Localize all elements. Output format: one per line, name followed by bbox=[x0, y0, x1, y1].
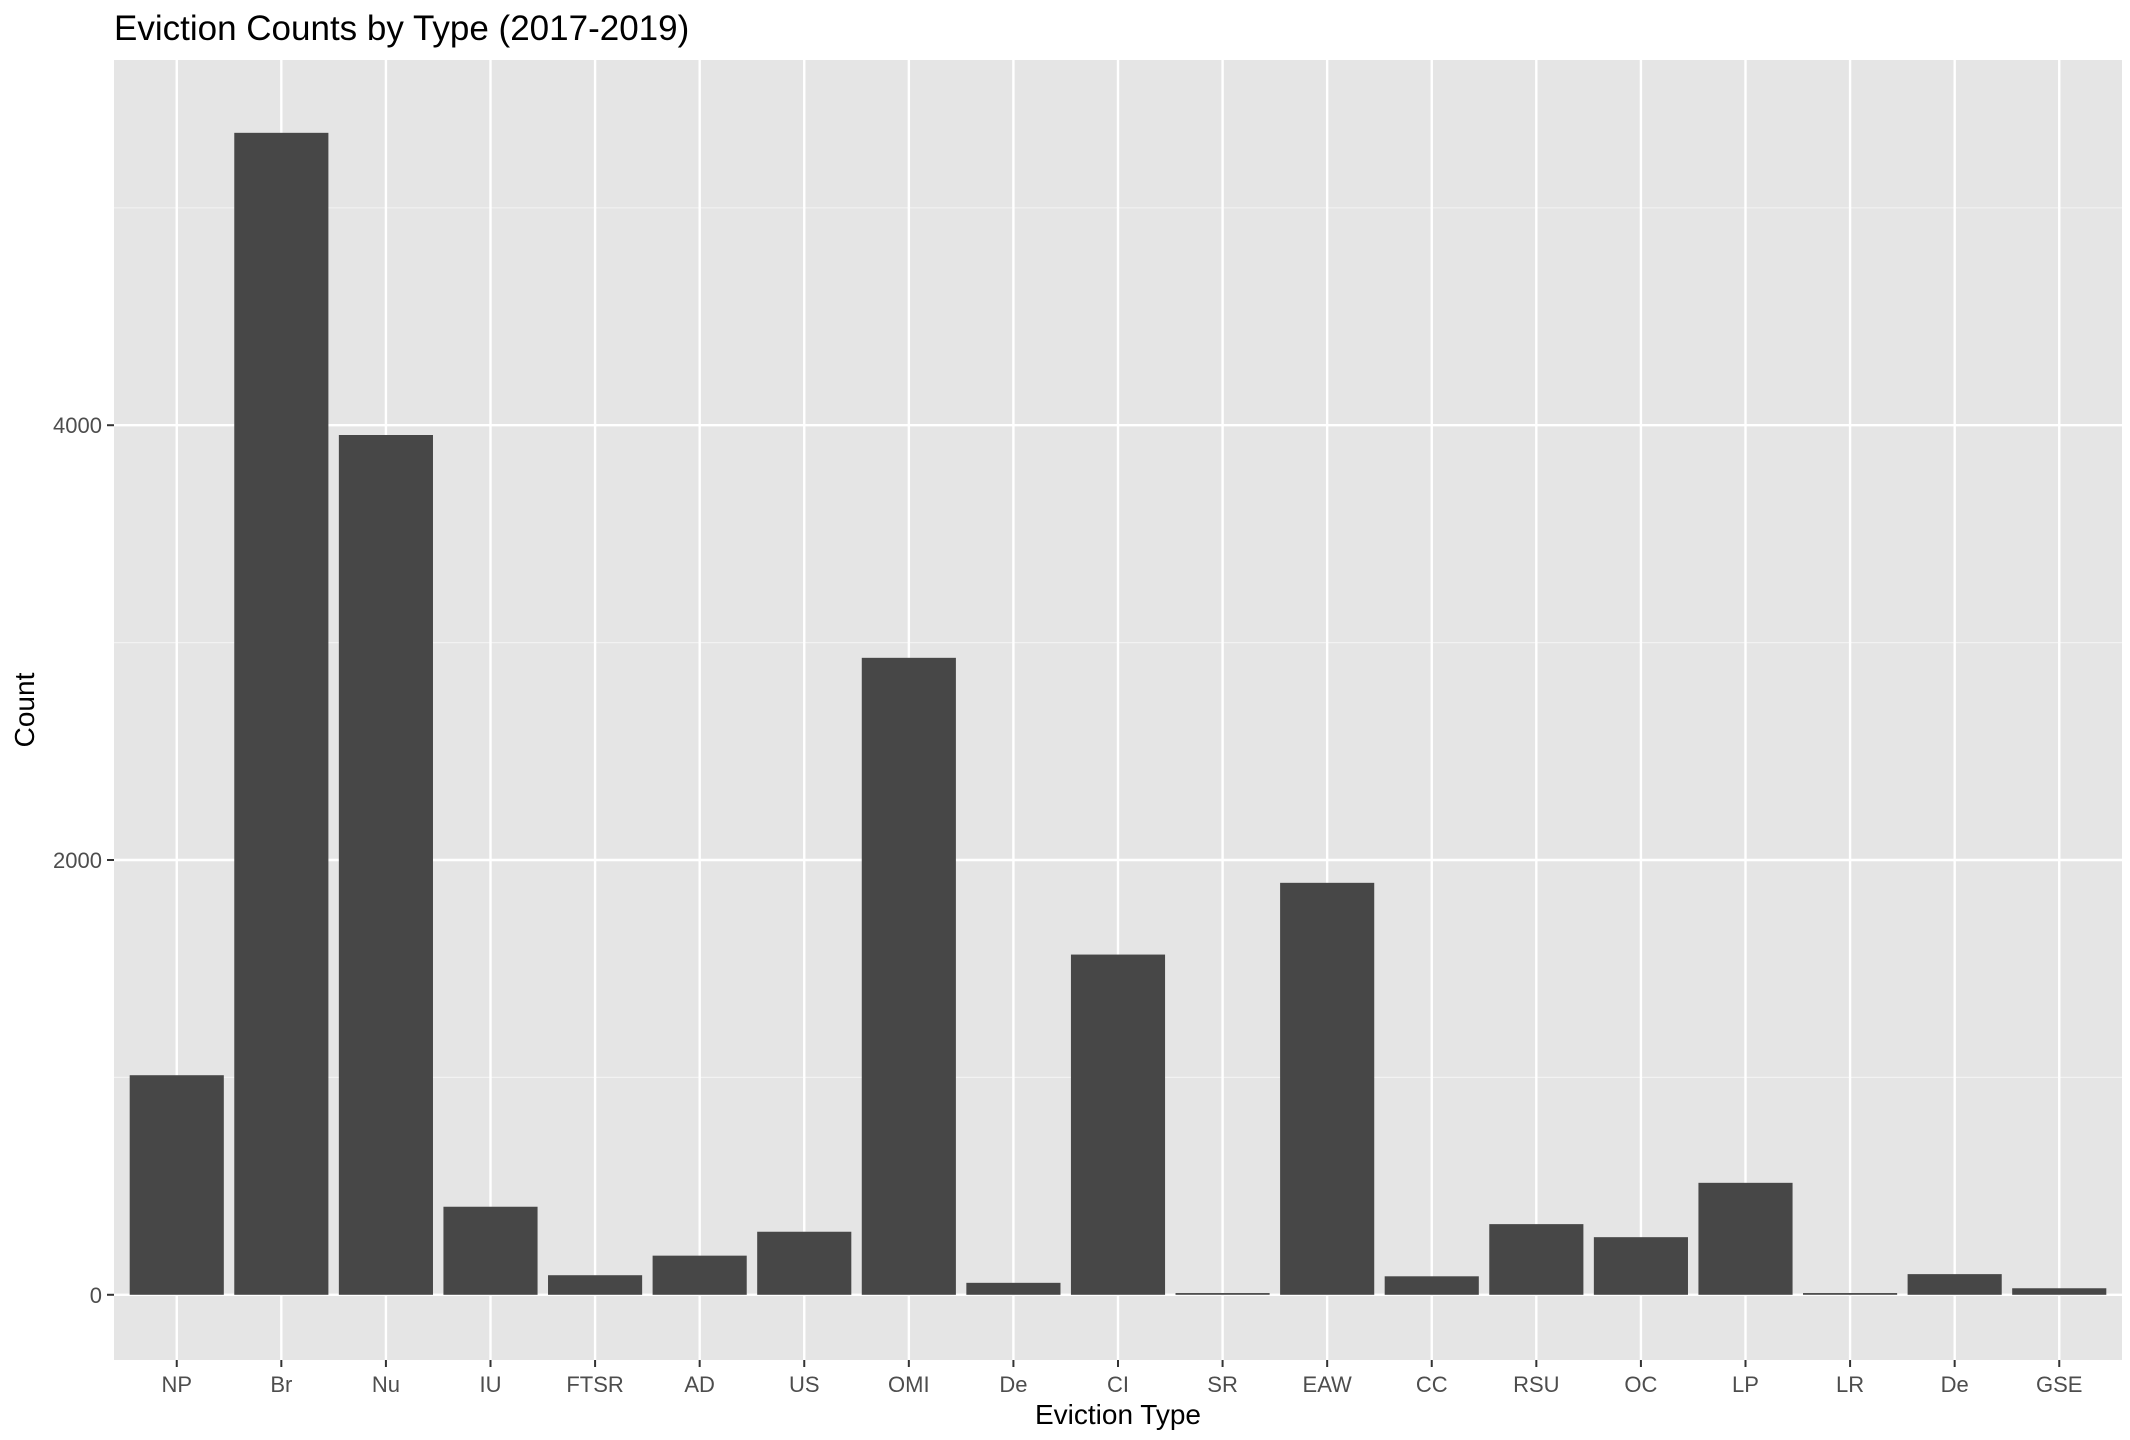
x-tick-label: Nu bbox=[372, 1372, 400, 1397]
bar-lp-15 bbox=[1698, 1182, 1793, 1295]
x-tick-label: Br bbox=[270, 1372, 292, 1397]
bar-rsu-13 bbox=[1489, 1224, 1584, 1295]
bar-de-17 bbox=[1907, 1274, 2002, 1295]
bar-ad-5 bbox=[652, 1255, 747, 1295]
bar-nu-2 bbox=[338, 435, 433, 1295]
bars bbox=[129, 132, 2107, 1295]
bar-omi-7 bbox=[861, 657, 956, 1295]
x-tick-label: IU bbox=[480, 1372, 502, 1397]
bar-br-1 bbox=[234, 132, 329, 1295]
x-tick-label: FTSR bbox=[566, 1372, 623, 1397]
x-tick-label: OC bbox=[1624, 1372, 1657, 1397]
bar-sr-10 bbox=[1175, 1293, 1270, 1295]
x-tick-label: LP bbox=[1732, 1372, 1759, 1397]
x-tick-label: CC bbox=[1416, 1372, 1448, 1397]
x-tick-label: US bbox=[789, 1372, 820, 1397]
x-tick-label: GSE bbox=[2036, 1372, 2082, 1397]
bar-np-0 bbox=[129, 1075, 224, 1295]
x-tick-label: OMI bbox=[888, 1372, 930, 1397]
x-axis-title: Eviction Type bbox=[1035, 1399, 1201, 1430]
bar-de-8 bbox=[966, 1282, 1061, 1295]
bar-lr-16 bbox=[1803, 1293, 1898, 1295]
x-tick-label: CI bbox=[1107, 1372, 1129, 1397]
y-tick-label: 4000 bbox=[53, 413, 102, 438]
bar-gse-18 bbox=[2012, 1288, 2107, 1295]
bar-ftsr-4 bbox=[548, 1275, 643, 1295]
bar-ci-9 bbox=[1070, 954, 1166, 1295]
y-tick-label: 2000 bbox=[53, 848, 102, 873]
x-tick-label: De bbox=[1941, 1372, 1969, 1397]
bar-iu-3 bbox=[443, 1206, 538, 1295]
x-tick-label: RSU bbox=[1513, 1372, 1559, 1397]
x-tick-label: LR bbox=[1836, 1372, 1864, 1397]
bar-oc-14 bbox=[1593, 1237, 1688, 1295]
bar-eaw-11 bbox=[1280, 882, 1375, 1295]
bar-us-6 bbox=[757, 1231, 852, 1295]
x-tick-label: EAW bbox=[1303, 1372, 1353, 1397]
y-axis-ticks: 0 2000 4000 bbox=[53, 413, 114, 1308]
y-tick-label: 0 bbox=[90, 1283, 102, 1308]
chart-title: Eviction Counts by Type (2017-2019) bbox=[114, 9, 689, 48]
x-tick-label: De bbox=[999, 1372, 1027, 1397]
y-axis-title: Count bbox=[9, 672, 40, 747]
x-tick-label: AD bbox=[684, 1372, 715, 1397]
x-tick-label: SR bbox=[1207, 1372, 1238, 1397]
x-axis-ticks: NP Br Nu IU FTSR AD US OMI De CI SR EAW CC RSU OC LP LR D… bbox=[161, 1360, 2082, 1397]
bar-cc-12 bbox=[1384, 1276, 1479, 1295]
x-tick-label: NP bbox=[161, 1372, 192, 1397]
